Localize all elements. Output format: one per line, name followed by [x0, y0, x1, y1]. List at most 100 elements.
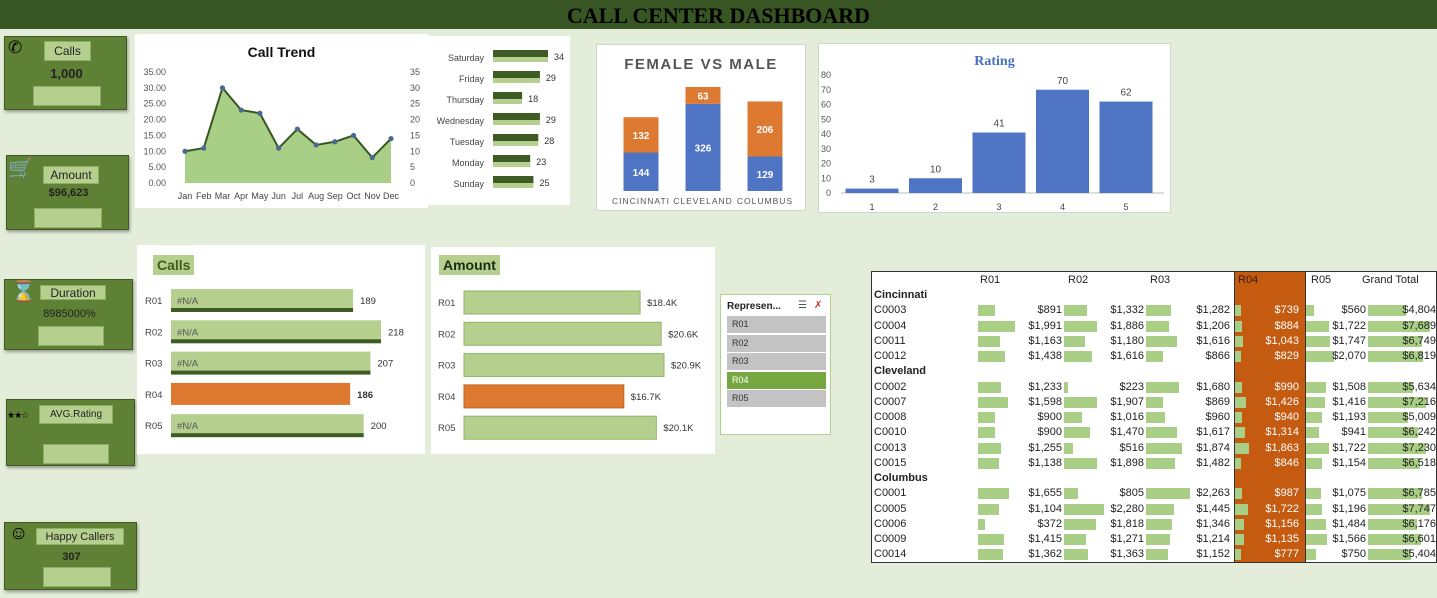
weekday-label: Thursday: [446, 95, 484, 105]
amount-bar: [463, 415, 657, 440]
kpi-happy-callers-label: Happy Callers: [36, 528, 124, 545]
month-tick-label: Nov: [364, 191, 381, 201]
kpi-calls-box: [33, 86, 101, 106]
pivot-cell: $6,176: [1402, 517, 1436, 530]
kpi-duration-card[interactable]: ⌛ Duration 8985000%: [4, 279, 133, 350]
pivot-header-r01: R01: [980, 274, 1001, 286]
kpi-happy-callers-card[interactable]: ☺ Happy Callers 307: [4, 522, 137, 590]
pivot-data-bar: [1235, 396, 1246, 408]
pivot-row-label: C0003: [874, 304, 907, 317]
pivot-cell: $1,314: [1265, 426, 1299, 439]
pivot-row-label: C0005: [874, 502, 907, 515]
pivot-cell: $6,242: [1402, 426, 1436, 439]
slicer-item-r03[interactable]: R03: [727, 353, 826, 370]
pivot-header-r05: R05: [1311, 274, 1332, 286]
pivot-data-bar: [978, 305, 995, 317]
weekday-label: Saturday: [448, 53, 485, 63]
dashboard-title: CALL CENTER DASHBOARD: [0, 0, 1437, 29]
rating-x-tick-label: 5: [1123, 202, 1128, 212]
rating-chart-title: Rating: [974, 54, 1015, 69]
multi-select-icon[interactable]: ☰: [798, 300, 807, 311]
month-tick-label: Apr: [234, 191, 248, 201]
weekday-bar-shadow: [493, 183, 534, 188]
amount-by-rep-chart[interactable]: Amount R01 $18.4K R02 $20.6K R03 $20.9K R04 $16…: [431, 247, 715, 454]
weekday-chart[interactable]: Saturday 34 Friday 29 Thursday 18 Wednesday 29 T…: [428, 36, 570, 205]
pivot-cell: $1,075: [1332, 487, 1366, 500]
pivot-data-bar: [1235, 503, 1248, 515]
female-bar: [623, 117, 659, 153]
y-right-tick-label: 30: [410, 83, 420, 93]
y-left-tick-label: 10.00: [143, 146, 166, 156]
pivot-data-bar: [1306, 457, 1322, 469]
gender-chart[interactable]: FEMALE VS MALE 144 132 CINCINNATI 326 63 CLEV…: [596, 44, 806, 211]
rating-chart[interactable]: Rating 80 70 60 50 40 30 20 10 0 3 1 10 2 41 3 70 4 62 5: [818, 43, 1171, 213]
slicer-item-r01[interactable]: R01: [727, 316, 826, 333]
weekday-bar: [493, 155, 531, 162]
calls-by-rep-title: Calls: [153, 255, 195, 275]
pivot-data-bar: [1306, 381, 1327, 393]
hourglass-icon: ⌛: [11, 281, 36, 303]
kpi-rating-card[interactable]: ★★☆ AVG.Rating: [6, 399, 135, 466]
amount-bar: [463, 321, 662, 346]
y-right-tick-label: 0: [410, 178, 415, 188]
pivot-data-bar: [1235, 351, 1242, 362]
pivot-cell: $1,722: [1332, 441, 1366, 454]
slicer-item-r02[interactable]: R02: [727, 334, 826, 352]
pivot-data-bar: [1368, 412, 1409, 423]
slicer-item-r04[interactable]: R04: [727, 371, 826, 389]
pivot-header-r03: R03: [1150, 274, 1171, 286]
pivot-cell: $5,404: [1402, 548, 1436, 561]
kpi-amount-card[interactable]: 🛒 Amount $96,623: [6, 155, 129, 230]
slicer-item-r05[interactable]: R05: [727, 390, 826, 407]
pivot-cell: $1,271: [1110, 533, 1144, 545]
rating-y-tick-label: 50: [821, 114, 831, 124]
pivot-cell: $1,214: [1196, 533, 1230, 545]
calls-bar-shadow: [171, 433, 364, 438]
kpi-calls-card[interactable]: ✆ Calls 1,000: [4, 36, 127, 110]
calls-value-label: 207: [377, 359, 393, 370]
pivot-cell: $1,332: [1110, 304, 1144, 317]
calls-bar: [171, 414, 364, 437]
pivot-cell: $829: [1274, 350, 1299, 362]
kpi-duration-label: Duration: [40, 285, 106, 300]
pivot-data-bar: [1368, 503, 1430, 515]
clear-filter-icon[interactable]: ✗: [814, 300, 823, 311]
pivot-cell: $6,749: [1402, 334, 1436, 347]
pivot-header-r04: R04: [1238, 274, 1259, 286]
amount-rep-label: R02: [438, 329, 455, 340]
call-trend-chart[interactable]: Call Trend 35.00 35 30.00 30 25.00 25 20.00 20 1…: [135, 34, 428, 208]
weekday-label: Monday: [452, 158, 485, 168]
pivot-city-header: Cincinnati: [874, 289, 928, 301]
month-tick-label: Sep: [327, 191, 343, 201]
pivot-table[interactable]: R01 R02 R03 R04 R05 Grand Total Cincinnati C000…: [871, 271, 1437, 563]
trend-point: [388, 136, 394, 142]
pivot-data-bar: [978, 381, 1001, 393]
pivot-data-bar: [1368, 457, 1421, 469]
trend-point: [369, 155, 375, 161]
calls-by-rep-chart[interactable]: Calls R01 #N/A 189 R02 #N/A 218 R03 #N/A 207 R04 1…: [137, 245, 425, 454]
pivot-cell: $1,566: [1332, 533, 1366, 545]
calls-bar: [171, 289, 354, 311]
pivot-cell: $2,263: [1196, 487, 1230, 500]
pivot-cell: $960: [1205, 411, 1230, 423]
month-tick-label: May: [251, 191, 269, 201]
pivot-row-label: C0011: [874, 334, 906, 347]
y-right-tick-label: 35: [410, 67, 420, 77]
pivot-data-bar: [1235, 442, 1249, 454]
rating-bar: [972, 132, 1026, 193]
amount-by-rep-title: Amount: [439, 255, 500, 275]
weekday-label: Friday: [459, 74, 485, 84]
y-left-tick-label: 0.00: [148, 178, 166, 188]
female-bar: [747, 101, 783, 157]
weekday-plot: Saturday 34 Friday 29 Thursday 18 Wednesday 29 T…: [437, 50, 564, 189]
trend-point: [238, 107, 244, 113]
pivot-cell: $1,138: [1028, 456, 1062, 469]
y-right-tick-label: 10: [410, 146, 420, 156]
representative-slicer[interactable]: Represen... ☰ ✗ R01 R02 R03 R04 R05: [720, 294, 831, 435]
calls-na-label: #N/A: [177, 327, 199, 338]
pivot-cell: $1,818: [1110, 517, 1144, 530]
y-right-tick-label: 25: [410, 99, 420, 109]
pivot-cell: $940: [1274, 411, 1299, 423]
male-value-label: 326: [695, 143, 712, 154]
pivot-data-bar: [1368, 381, 1414, 393]
